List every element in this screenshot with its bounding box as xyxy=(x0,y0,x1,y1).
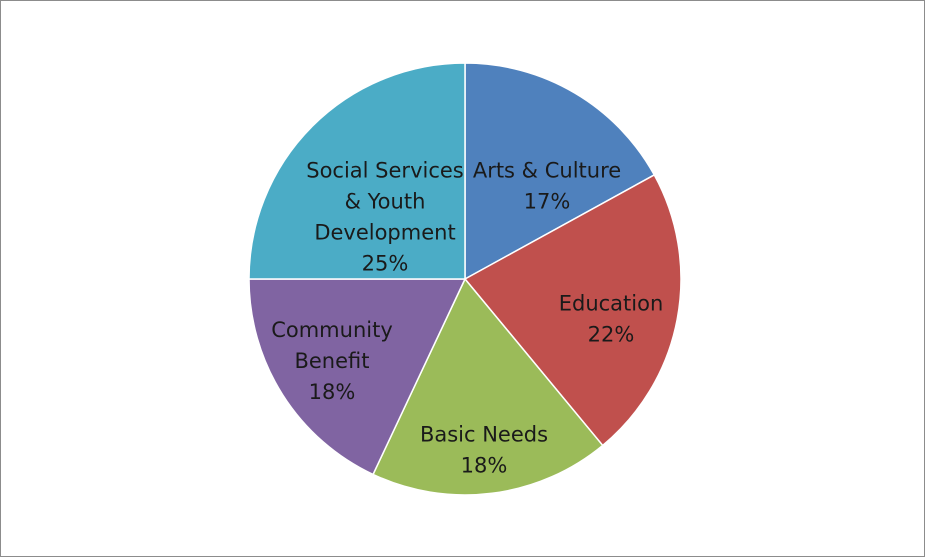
slice-category-label: Development xyxy=(314,221,455,245)
slice-label-5: Social Services & Youth Development 25% xyxy=(306,159,464,276)
slice-category-label: Social Services xyxy=(306,159,464,183)
pie-slice-2 xyxy=(463,173,682,447)
slice-value-label: 18% xyxy=(461,454,508,478)
slice-category-label: & Youth xyxy=(345,190,426,214)
slice-label-4: Community Benefit 18% xyxy=(271,318,393,404)
slices-layer xyxy=(248,62,682,496)
slice-category-label: Benefit xyxy=(294,349,369,373)
slice-label-2: Education 22% xyxy=(559,292,664,347)
slice-category-label: Arts & Culture xyxy=(473,159,621,183)
slice-category-label: Education xyxy=(559,292,664,316)
slice-label-1: Arts & Culture 17% xyxy=(473,159,621,214)
slice-value-label: 22% xyxy=(588,323,635,347)
slice-value-label: 17% xyxy=(524,190,571,214)
slice-value-label: 18% xyxy=(309,380,356,404)
labels-layer: Arts & Culture 17% Education 22% Basic Needs… xyxy=(271,159,663,478)
slice-category-label: Basic Needs xyxy=(420,423,548,447)
pie-slice-1 xyxy=(464,62,656,281)
slice-category-label: Community xyxy=(271,318,393,342)
slice-label-3: Basic Needs 18% xyxy=(420,423,548,478)
pie-slice-4 xyxy=(248,278,467,476)
pie-slice-3 xyxy=(372,277,604,496)
slice-value-label: 25% xyxy=(362,252,409,276)
pie-slice-5 xyxy=(248,62,466,280)
